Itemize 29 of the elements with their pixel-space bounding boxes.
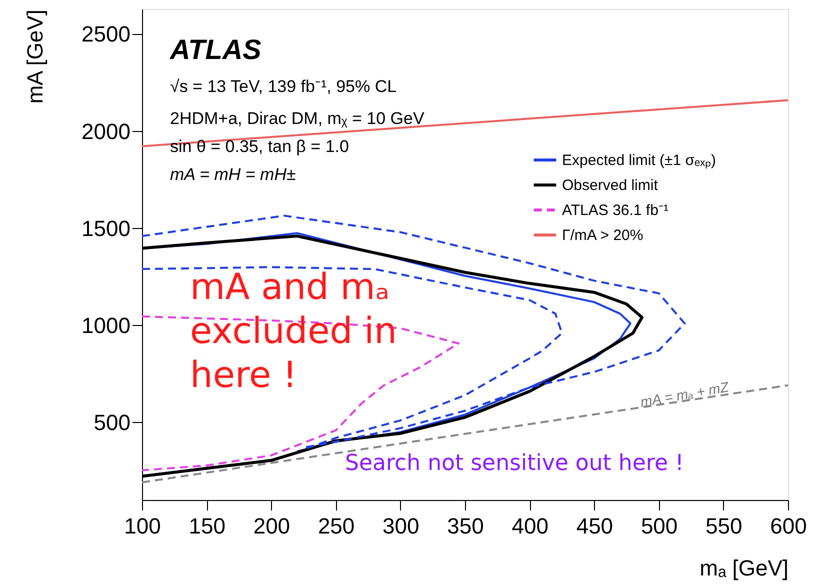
annotation: √s = 13 TeV, 139 fb⁻¹, 95% CL [170,77,397,96]
x-tick-label: 500 [640,514,678,538]
legend-label: Γ/mA > 20% [562,227,644,244]
y-tick-label: 1500 [82,216,130,241]
annotation: Search not sensitive out here ! [345,451,684,476]
x-tick-label: 100 [124,514,161,538]
x-tick-label: 150 [188,514,226,538]
x-tick-label: 200 [253,514,290,538]
annotation: mA = mₐ + mZ [639,378,730,410]
annotation: mA and mₐ excluded in here ! [190,267,397,396]
x-axis-title: mₐ [GeV] [700,556,788,580]
annotation: mA = mH = mH± [170,165,296,184]
y-tick-label: 1000 [82,312,130,338]
x-tick-label: 350 [447,514,484,538]
x-tick-label: 450 [576,514,614,538]
x-tick-label: 600 [770,514,807,538]
x-tick-label: 300 [382,514,420,538]
annotation: 2HDM+a, Dirac DM, mᵪ = 10 GeV [170,109,425,128]
legend-label: Expected limit (±1 σₑₓₚ) [562,152,716,169]
legend-label: ATLAS 36.1 fb⁻¹ [562,202,668,219]
y-tick-label: 500 [94,410,130,435]
x-tick-label: 250 [318,514,355,538]
x-tick-label: 550 [706,514,742,538]
annotation: ATLAS [169,34,262,65]
y-tick-label: 2500 [82,22,130,47]
legend-label: Observed limit [562,177,659,194]
x-tick-label: 400 [512,514,548,538]
y-axis-title: mA [GeV] [22,10,48,104]
y-tick-label: 2000 [82,118,130,144]
